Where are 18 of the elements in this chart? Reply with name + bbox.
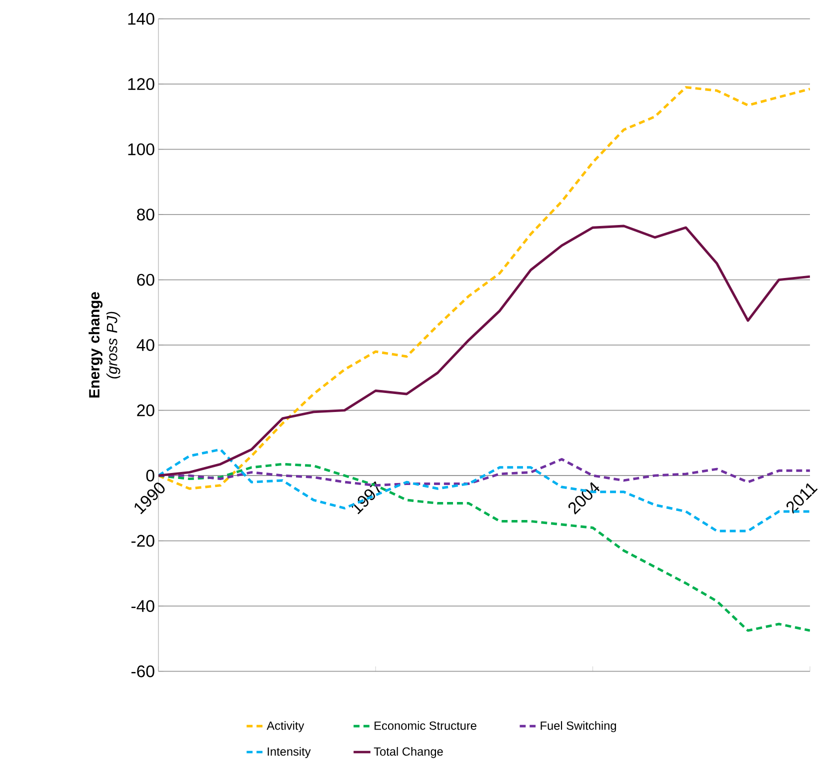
legend-label: Fuel Switching (540, 720, 616, 732)
legend-label: Economic Structure (374, 720, 476, 730)
y-tick-label: 0 (146, 469, 154, 482)
y-tick-label: 80 (137, 208, 154, 220)
line-series (158, 224, 810, 477)
y-tick-label: -20 (131, 534, 154, 547)
y-tick-label: 140 (128, 12, 154, 25)
y-tick-label: 120 (128, 78, 154, 90)
y-tick-label: -60 (131, 665, 154, 678)
y-tick-label: -40 (131, 600, 154, 612)
y-tick-label: 100 (128, 143, 154, 156)
y-tick-label: 40 (136, 338, 154, 351)
y-axis-title: Energy change (gross PJ) (88, 292, 120, 398)
y-tick-label: 60 (137, 274, 154, 286)
legend-label: Total Change (374, 746, 443, 758)
y-tick-label: 20 (137, 404, 154, 416)
legend-label: Intensity (268, 746, 311, 758)
legend-label: Activity (266, 720, 304, 732)
